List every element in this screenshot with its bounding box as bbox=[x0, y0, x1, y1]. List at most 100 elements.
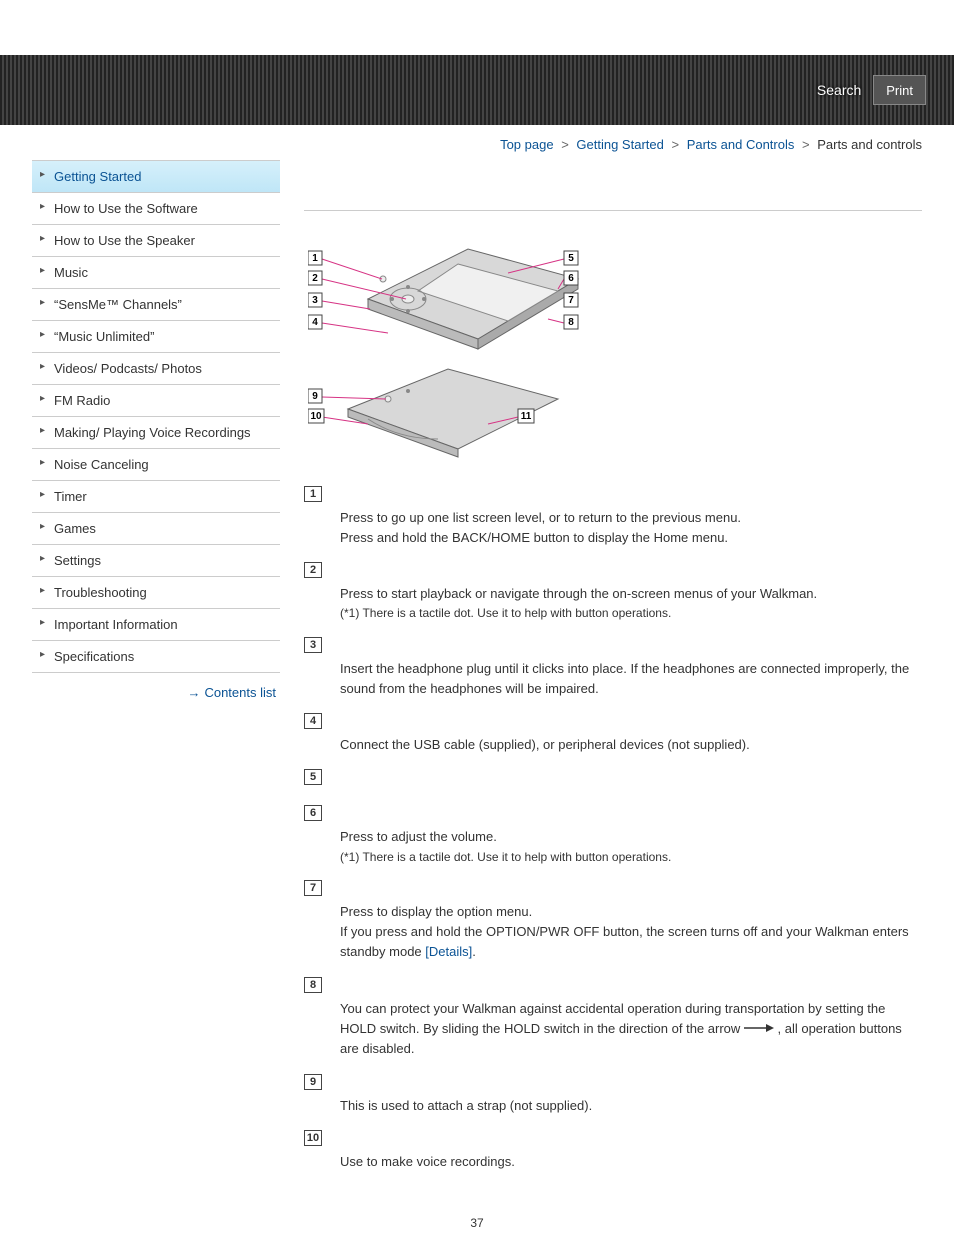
svg-text:7: 7 bbox=[568, 295, 574, 306]
sidebar-item[interactable]: Noise Canceling bbox=[32, 449, 280, 481]
part-description: Insert the headphone plug until it click… bbox=[304, 659, 922, 699]
sidebar-item-label[interactable]: Music bbox=[54, 265, 88, 280]
sidebar-item[interactable]: How to Use the Software bbox=[32, 193, 280, 225]
callout-number: 2 bbox=[304, 562, 322, 578]
sidebar-item[interactable]: Games bbox=[32, 513, 280, 545]
sidebar-item-label[interactable]: How to Use the Speaker bbox=[54, 233, 195, 248]
breadcrumb-getting-started[interactable]: Getting Started bbox=[576, 137, 663, 152]
part-description: Press to go up one list screen level, or… bbox=[304, 508, 922, 548]
part-item: 7Press to display the option menu.If you… bbox=[304, 880, 922, 962]
breadcrumb-parts-controls[interactable]: Parts and Controls bbox=[687, 137, 795, 152]
search-link[interactable]: Search bbox=[817, 82, 865, 98]
sidebar-item-label[interactable]: Making/ Playing Voice Recordings bbox=[54, 425, 251, 440]
part-line: You can protect your Walkman against acc… bbox=[340, 999, 922, 1060]
part-line: If you press and hold the OPTION/PWR OFF… bbox=[340, 922, 922, 962]
sidebar-item-label[interactable]: Videos/ Podcasts/ Photos bbox=[54, 361, 202, 376]
part-description: Use to make voice recordings. bbox=[304, 1152, 922, 1172]
sidebar-item[interactable]: Music bbox=[32, 257, 280, 289]
svg-text:1: 1 bbox=[312, 253, 318, 264]
sidebar-item-label[interactable]: FM Radio bbox=[54, 393, 110, 408]
part-description: Connect the USB cable (supplied), or per… bbox=[304, 735, 922, 755]
sidebar-item-label[interactable]: “Music Unlimited” bbox=[54, 329, 154, 344]
details-link[interactable]: [Details] bbox=[425, 944, 472, 959]
svg-text:4: 4 bbox=[312, 317, 318, 328]
part-description: This is used to attach a strap (not supp… bbox=[304, 1096, 922, 1116]
callout-number: 8 bbox=[304, 977, 322, 993]
sidebar-item[interactable]: Getting Started bbox=[32, 161, 280, 193]
arrow-icon bbox=[744, 1019, 774, 1039]
breadcrumb-top-page[interactable]: Top page bbox=[500, 137, 554, 152]
part-item: 4 Connect the USB cable (supplied), or pe… bbox=[304, 713, 922, 755]
arrow-right-icon: → bbox=[187, 685, 200, 700]
callout-number: 10 bbox=[304, 1130, 322, 1146]
contents-list-link[interactable]: → Contents list bbox=[187, 685, 276, 700]
part-description: You can protect your Walkman against acc… bbox=[304, 999, 922, 1060]
sidebar-item[interactable]: Important Information bbox=[32, 609, 280, 641]
sidebar-item-label[interactable]: Games bbox=[54, 521, 96, 536]
sidebar-item-label[interactable]: Important Information bbox=[54, 617, 178, 632]
part-item: 1 Press to go up one list screen level, o… bbox=[304, 486, 922, 548]
divider bbox=[304, 210, 922, 211]
sidebar-item-label[interactable]: “SensMe™ Channels” bbox=[54, 297, 182, 312]
breadcrumb-sep: > bbox=[667, 137, 683, 152]
svg-text:3: 3 bbox=[312, 295, 318, 306]
breadcrumb: Top page > Getting Started > Parts and C… bbox=[0, 125, 954, 160]
callout-number: 4 bbox=[304, 713, 322, 729]
callout-number: 9 bbox=[304, 1074, 322, 1090]
print-button[interactable]: Print bbox=[873, 75, 926, 105]
sidebar-item-label[interactable]: How to Use the Software bbox=[54, 201, 198, 216]
callout-number: 5 bbox=[304, 769, 322, 785]
sidebar-item[interactable]: Troubleshooting bbox=[32, 577, 280, 609]
part-description: Press to start playback or navigate thro… bbox=[304, 584, 922, 623]
header-bar: Search Print bbox=[0, 55, 954, 125]
svg-text:11: 11 bbox=[521, 411, 532, 422]
sidebar-item[interactable]: Making/ Playing Voice Recordings bbox=[32, 417, 280, 449]
part-note: (*1) There is a tactile dot. Use it to h… bbox=[340, 604, 922, 623]
sidebar-item[interactable]: “Music Unlimited” bbox=[32, 321, 280, 353]
sidebar-item-label[interactable]: Troubleshooting bbox=[54, 585, 147, 600]
svg-text:2: 2 bbox=[312, 273, 318, 284]
part-item: 9 This is used to attach a strap (not sup… bbox=[304, 1074, 922, 1116]
svg-text:8: 8 bbox=[568, 317, 574, 328]
callout-number: 1 bbox=[304, 486, 322, 502]
svg-text:9: 9 bbox=[312, 391, 318, 402]
part-line: Insert the headphone plug until it click… bbox=[340, 659, 922, 699]
sidebar-item-label[interactable]: Specifications bbox=[54, 649, 134, 664]
breadcrumb-current: Parts and controls bbox=[817, 137, 922, 152]
part-item: 3 Insert the headphone plug until it clic… bbox=[304, 637, 922, 699]
sidebar-item[interactable]: Specifications bbox=[32, 641, 280, 673]
sidebar-item-label[interactable]: Timer bbox=[54, 489, 87, 504]
part-line: Connect the USB cable (supplied), or per… bbox=[340, 735, 922, 755]
part-description: Press to display the option menu.If you … bbox=[304, 902, 922, 962]
part-item: 8 You can protect your Walkman against ac… bbox=[304, 977, 922, 1060]
sidebar-item[interactable]: Videos/ Podcasts/ Photos bbox=[32, 353, 280, 385]
header-actions: Search Print bbox=[817, 75, 926, 105]
part-line: Press to go up one list screen level, or… bbox=[340, 508, 922, 528]
part-line: Press to display the option menu. bbox=[340, 902, 922, 922]
sidebar-item-label[interactable]: Noise Canceling bbox=[54, 457, 149, 472]
text: . bbox=[472, 944, 476, 959]
main-content: 1 2 3 4 5 6 7 8 bbox=[304, 160, 922, 1186]
sidebar-item[interactable]: How to Use the Speaker bbox=[32, 225, 280, 257]
callout-number: 3 bbox=[304, 637, 322, 653]
part-item: 2 Press to start playback or navigate thr… bbox=[304, 562, 922, 623]
sidebar-item[interactable]: Timer bbox=[32, 481, 280, 513]
part-line: Press to adjust the volume. bbox=[340, 827, 922, 847]
sidebar-item-label[interactable]: Getting Started bbox=[54, 169, 141, 184]
sidebar-item[interactable]: Settings bbox=[32, 545, 280, 577]
sidebar-item[interactable]: “SensMe™ Channels” bbox=[32, 289, 280, 321]
parts-list: 1 Press to go up one list screen level, o… bbox=[304, 486, 922, 1172]
sidebar-item[interactable]: FM Radio bbox=[32, 385, 280, 417]
part-item: 5 bbox=[304, 769, 922, 791]
callout-number: 6 bbox=[304, 805, 322, 821]
sidebar-item-label[interactable]: Settings bbox=[54, 553, 101, 568]
contents-list-label: Contents list bbox=[204, 685, 276, 700]
part-line: Press to start playback or navigate thro… bbox=[340, 584, 922, 604]
device-diagram: 1 2 3 4 5 6 7 8 bbox=[308, 229, 638, 459]
part-note: (*1) There is a tactile dot. Use it to h… bbox=[340, 848, 922, 867]
part-line: This is used to attach a strap (not supp… bbox=[340, 1096, 922, 1116]
svg-text:10: 10 bbox=[310, 411, 322, 422]
breadcrumb-sep: > bbox=[798, 137, 814, 152]
page-number: 37 bbox=[0, 1186, 954, 1250]
svg-text:5: 5 bbox=[568, 253, 574, 264]
